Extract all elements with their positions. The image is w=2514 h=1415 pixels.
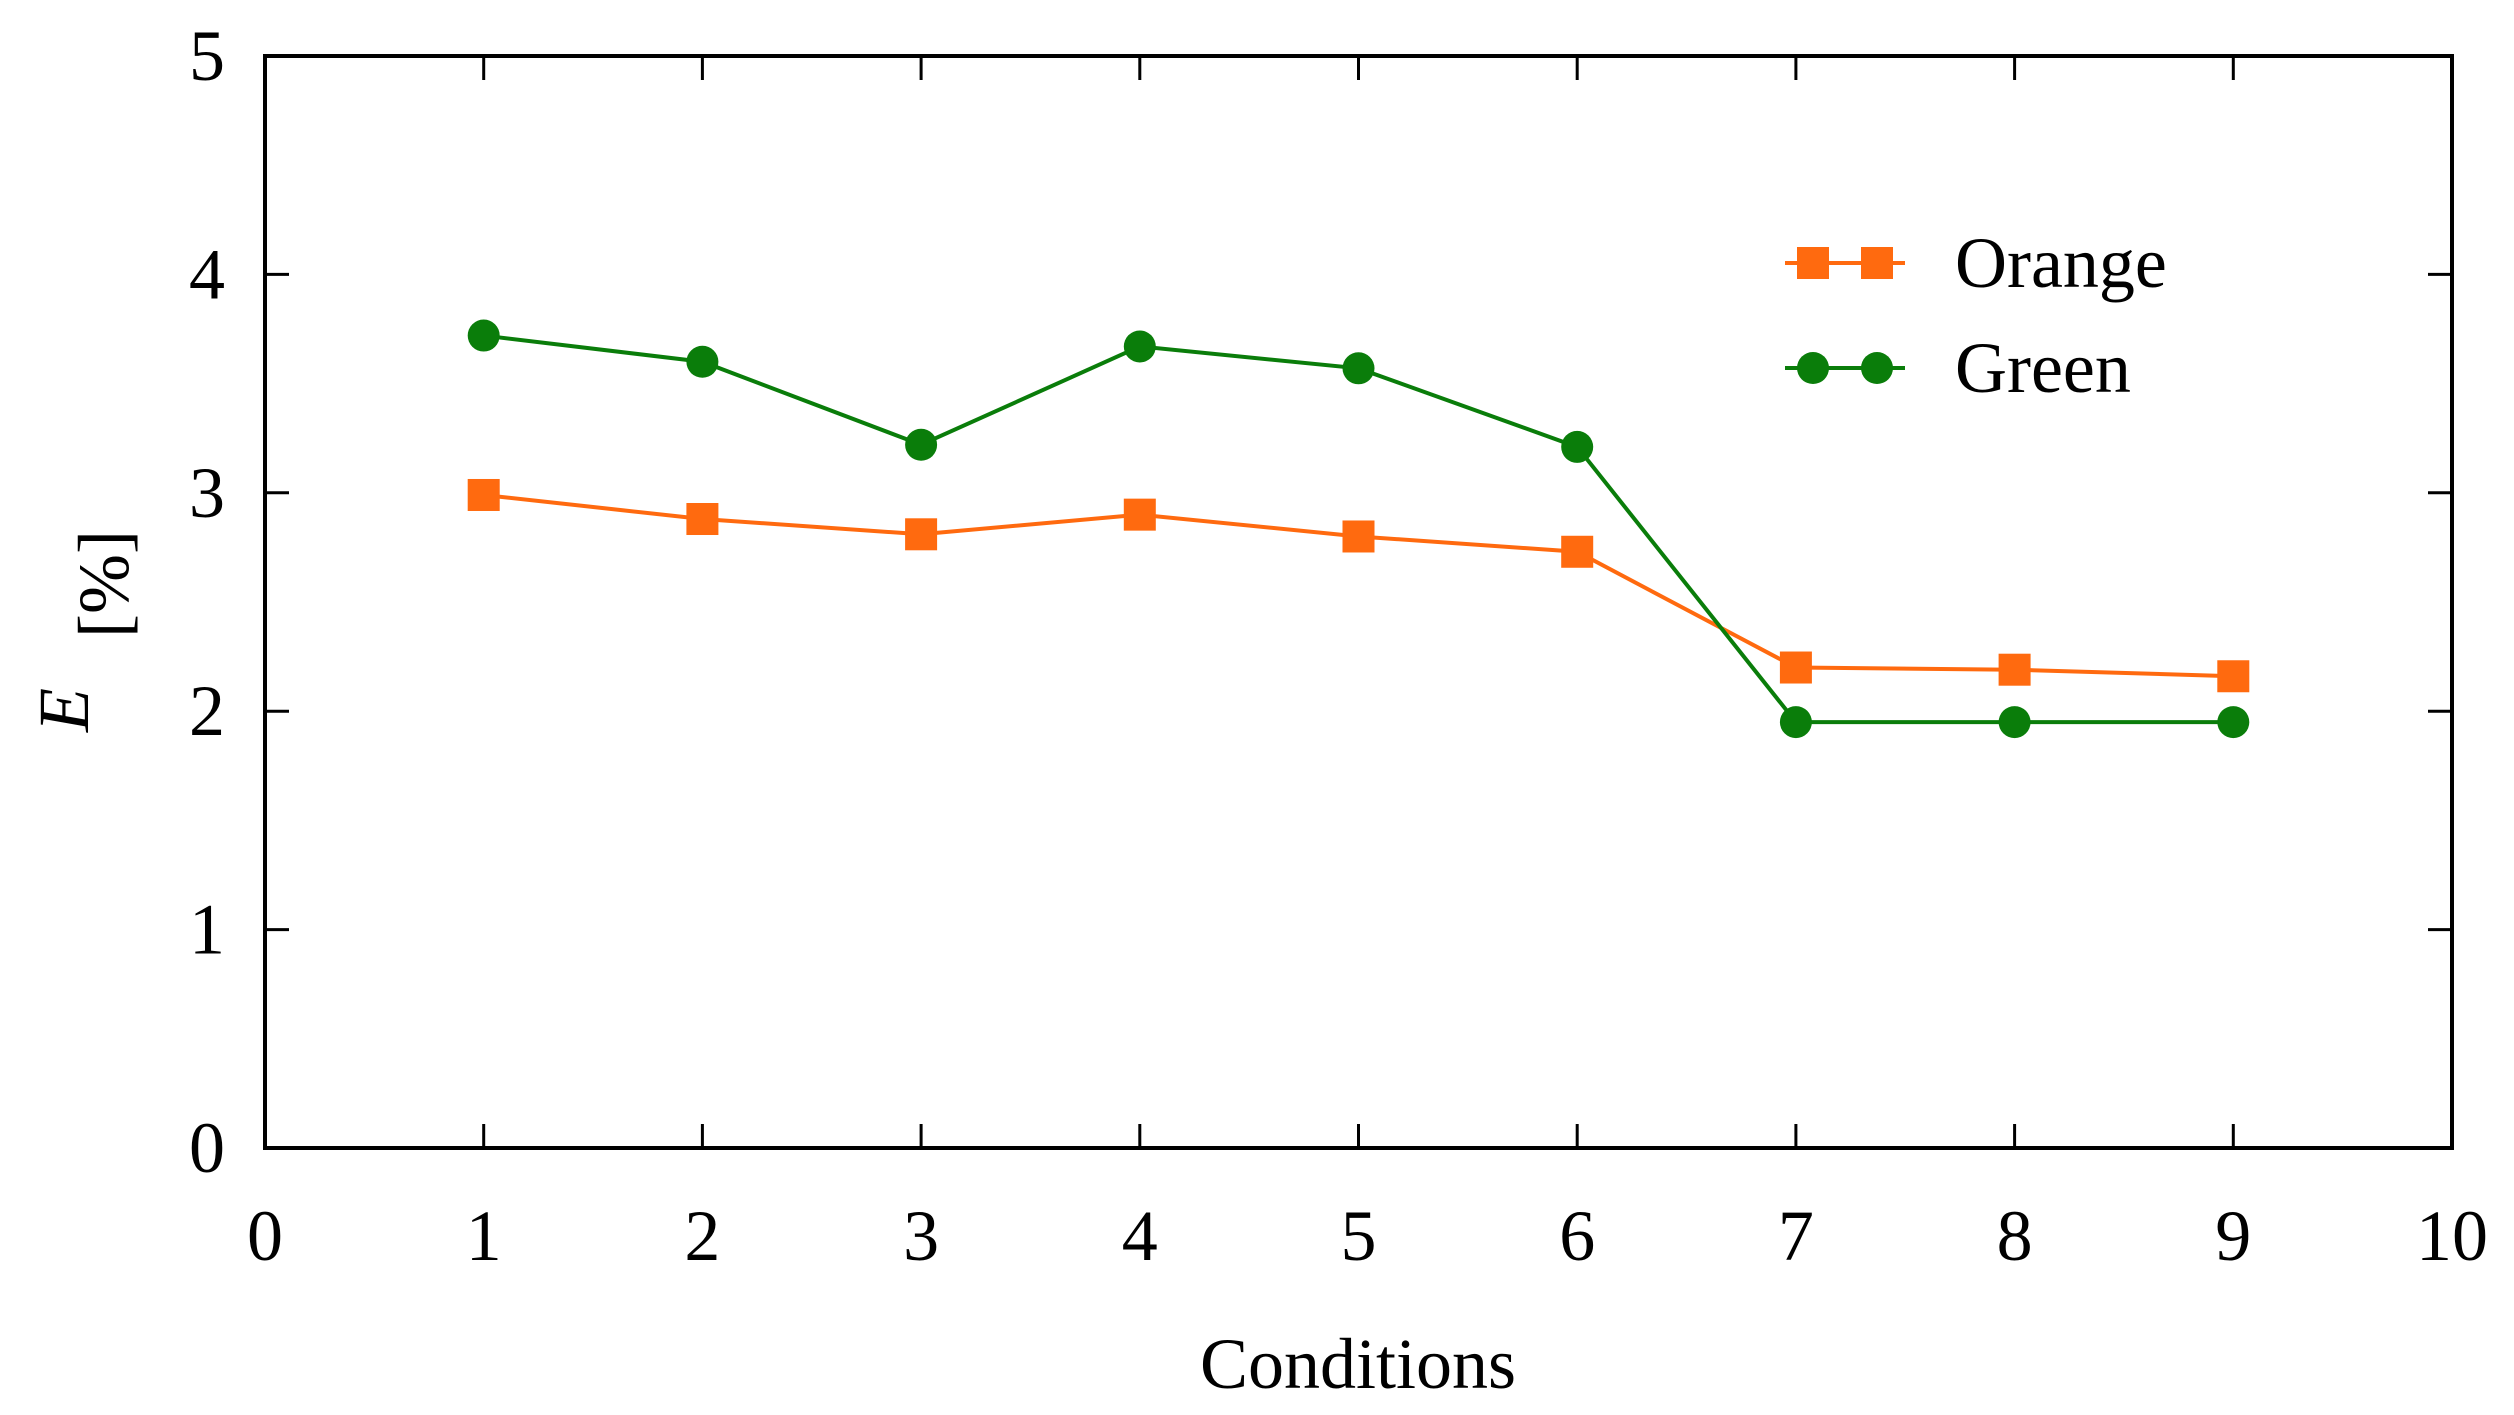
x-tick-label: 8 <box>1997 1196 2033 1276</box>
data-point-green <box>1342 352 1375 385</box>
series-layer <box>467 319 2250 739</box>
x-tick-label: 5 <box>1341 1196 1377 1276</box>
legend-marker <box>1861 352 1893 384</box>
y-tick-label: 4 <box>189 234 225 314</box>
data-point-green <box>467 319 500 352</box>
y-tick-labels: 0 1 2 3 4 5 <box>189 16 225 1188</box>
data-point-green <box>905 428 938 461</box>
x-axis-label: Conditions <box>1200 1324 1516 1404</box>
data-point-orange <box>467 478 500 511</box>
data-point-orange <box>2217 660 2250 693</box>
legend-item-green: Green <box>1785 328 2131 408</box>
data-point-green <box>1561 430 1594 463</box>
data-point-green <box>1998 706 2031 739</box>
series-orange <box>467 478 2250 693</box>
x-tick-label: 3 <box>903 1196 939 1276</box>
data-point-orange <box>1779 651 1812 684</box>
x-tick-label: 4 <box>1122 1196 1158 1276</box>
data-point-green <box>2217 706 2250 739</box>
legend-label: Green <box>1955 328 2131 408</box>
x-tick-label: 1 <box>466 1196 502 1276</box>
x-tick-labels: 0 1 2 3 4 5 6 7 8 9 10 <box>247 1196 2488 1276</box>
x-tick-label: 2 <box>684 1196 720 1276</box>
y-axis-label: E [%] <box>24 530 144 733</box>
data-point-orange <box>1342 520 1375 553</box>
data-point-orange <box>686 503 719 536</box>
y-tick-label: 5 <box>189 16 225 96</box>
data-point-green <box>686 345 719 378</box>
x-tick-label: 7 <box>1778 1196 1814 1276</box>
data-point-orange <box>905 518 938 551</box>
x-tick-label: 0 <box>247 1196 283 1276</box>
x-tick-label: 6 <box>1559 1196 1595 1276</box>
x-tick-label: 10 <box>2416 1196 2488 1276</box>
y-tick-label: 1 <box>189 890 225 970</box>
series-green <box>467 319 2250 739</box>
legend-marker <box>1797 247 1829 279</box>
data-point-orange <box>1123 498 1156 531</box>
legend-marker <box>1861 247 1893 279</box>
y-axis-label-symbol: E <box>24 688 104 733</box>
y-axis-label-unit: [%] <box>64 530 144 638</box>
legend-item-orange: Orange <box>1785 223 2167 303</box>
data-point-green <box>1779 706 1812 739</box>
plot-frame <box>263 54 2454 1150</box>
x-tick-label: 9 <box>2215 1196 2251 1276</box>
data-point-orange <box>1998 653 2031 686</box>
data-point-green <box>1123 330 1156 363</box>
legend-marker <box>1797 352 1829 384</box>
y-tick-label: 3 <box>189 453 225 533</box>
legend: Orange Green <box>1785 223 2167 408</box>
data-point-orange <box>1561 535 1594 568</box>
legend-label: Orange <box>1955 223 2167 303</box>
axis-ticks <box>265 56 2452 1148</box>
y-tick-label: 2 <box>189 671 225 751</box>
y-tick-label: 0 <box>189 1108 225 1188</box>
